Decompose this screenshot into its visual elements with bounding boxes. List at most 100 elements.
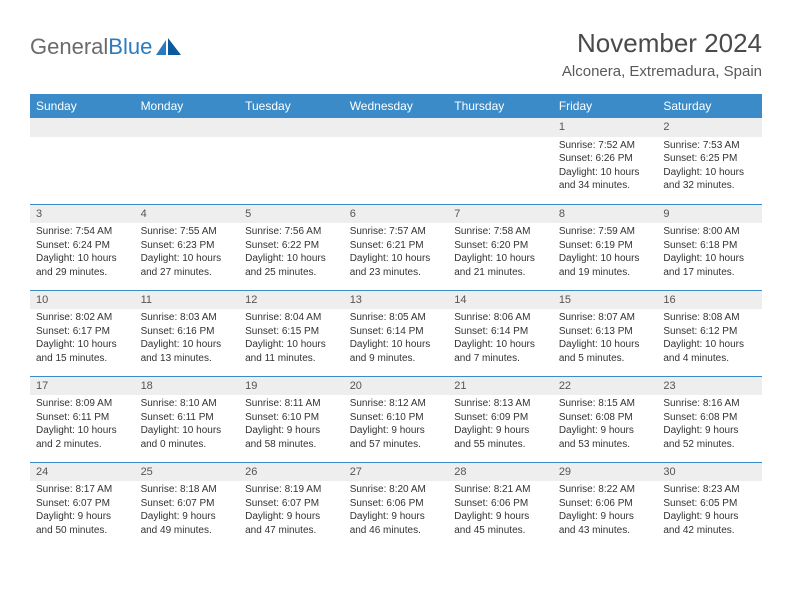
brand-sail-icon (156, 38, 182, 56)
day-number: 9 (657, 205, 762, 224)
sunrise-text: Sunrise: 8:16 AM (663, 397, 756, 411)
sunset-text: Sunset: 6:26 PM (559, 152, 652, 166)
day-details: Sunrise: 8:18 AMSunset: 6:07 PMDaylight:… (135, 481, 240, 541)
weekday-header: Saturday (657, 94, 762, 118)
calendar-day-cell (135, 118, 240, 204)
calendar-day-cell: 25Sunrise: 8:18 AMSunset: 6:07 PMDayligh… (135, 462, 240, 548)
daylight-text: Daylight: 10 hours and 25 minutes. (245, 252, 338, 279)
calendar-week-row: 17Sunrise: 8:09 AMSunset: 6:11 PMDayligh… (30, 376, 762, 462)
sunrise-text: Sunrise: 7:54 AM (36, 225, 129, 239)
calendar-day-cell (448, 118, 553, 204)
day-number: 24 (30, 463, 135, 482)
calendar-day-cell (344, 118, 449, 204)
sunrise-text: Sunrise: 8:05 AM (350, 311, 443, 325)
location-label: Alconera, Extremadura, Spain (562, 63, 762, 80)
day-number: 4 (135, 205, 240, 224)
day-details: Sunrise: 8:05 AMSunset: 6:14 PMDaylight:… (344, 309, 449, 369)
sunset-text: Sunset: 6:06 PM (454, 497, 547, 511)
calendar-day-cell: 3Sunrise: 7:54 AMSunset: 6:24 PMDaylight… (30, 204, 135, 290)
day-number (344, 118, 449, 137)
daylight-text: Daylight: 9 hours and 46 minutes. (350, 510, 443, 537)
calendar-week-row: 3Sunrise: 7:54 AMSunset: 6:24 PMDaylight… (30, 204, 762, 290)
day-number: 23 (657, 377, 762, 396)
sunrise-text: Sunrise: 8:20 AM (350, 483, 443, 497)
weekday-header: Tuesday (239, 94, 344, 118)
calendar-day-cell: 23Sunrise: 8:16 AMSunset: 6:08 PMDayligh… (657, 376, 762, 462)
calendar-day-cell: 16Sunrise: 8:08 AMSunset: 6:12 PMDayligh… (657, 290, 762, 376)
calendar-day-cell: 12Sunrise: 8:04 AMSunset: 6:15 PMDayligh… (239, 290, 344, 376)
daylight-text: Daylight: 10 hours and 17 minutes. (663, 252, 756, 279)
day-details: Sunrise: 7:56 AMSunset: 6:22 PMDaylight:… (239, 223, 344, 283)
sunset-text: Sunset: 6:10 PM (245, 411, 338, 425)
sunset-text: Sunset: 6:10 PM (350, 411, 443, 425)
sunset-text: Sunset: 6:06 PM (559, 497, 652, 511)
sunset-text: Sunset: 6:09 PM (454, 411, 547, 425)
daylight-text: Daylight: 10 hours and 27 minutes. (141, 252, 234, 279)
day-number: 26 (239, 463, 344, 482)
day-number: 21 (448, 377, 553, 396)
day-number (239, 118, 344, 137)
daylight-text: Daylight: 9 hours and 58 minutes. (245, 424, 338, 451)
day-details: Sunrise: 8:17 AMSunset: 6:07 PMDaylight:… (30, 481, 135, 541)
calendar-day-cell: 13Sunrise: 8:05 AMSunset: 6:14 PMDayligh… (344, 290, 449, 376)
day-details: Sunrise: 7:52 AMSunset: 6:26 PMDaylight:… (553, 137, 658, 197)
sunrise-text: Sunrise: 8:21 AM (454, 483, 547, 497)
daylight-text: Daylight: 9 hours and 43 minutes. (559, 510, 652, 537)
title-block: November 2024 Alconera, Extremadura, Spa… (562, 28, 762, 80)
calendar-day-cell: 29Sunrise: 8:22 AMSunset: 6:06 PMDayligh… (553, 462, 658, 548)
sunset-text: Sunset: 6:07 PM (245, 497, 338, 511)
page-header: GeneralBlue November 2024 Alconera, Extr… (30, 28, 762, 80)
sunrise-text: Sunrise: 7:57 AM (350, 225, 443, 239)
calendar-day-cell (30, 118, 135, 204)
sunrise-text: Sunrise: 7:52 AM (559, 139, 652, 153)
day-number: 29 (553, 463, 658, 482)
daylight-text: Daylight: 9 hours and 55 minutes. (454, 424, 547, 451)
sunrise-text: Sunrise: 8:07 AM (559, 311, 652, 325)
weekday-header: Monday (135, 94, 240, 118)
sunrise-text: Sunrise: 8:15 AM (559, 397, 652, 411)
sunrise-text: Sunrise: 7:59 AM (559, 225, 652, 239)
weekday-header: Sunday (30, 94, 135, 118)
calendar-day-cell: 6Sunrise: 7:57 AMSunset: 6:21 PMDaylight… (344, 204, 449, 290)
day-number: 15 (553, 291, 658, 310)
daylight-text: Daylight: 10 hours and 9 minutes. (350, 338, 443, 365)
day-number: 10 (30, 291, 135, 310)
daylight-text: Daylight: 9 hours and 52 minutes. (663, 424, 756, 451)
sunrise-text: Sunrise: 8:04 AM (245, 311, 338, 325)
day-details: Sunrise: 8:20 AMSunset: 6:06 PMDaylight:… (344, 481, 449, 541)
sunset-text: Sunset: 6:19 PM (559, 239, 652, 253)
sunrise-text: Sunrise: 8:22 AM (559, 483, 652, 497)
day-details: Sunrise: 7:57 AMSunset: 6:21 PMDaylight:… (344, 223, 449, 283)
day-number: 30 (657, 463, 762, 482)
day-number: 3 (30, 205, 135, 224)
daylight-text: Daylight: 9 hours and 42 minutes. (663, 510, 756, 537)
daylight-text: Daylight: 10 hours and 23 minutes. (350, 252, 443, 279)
calendar-day-cell: 14Sunrise: 8:06 AMSunset: 6:14 PMDayligh… (448, 290, 553, 376)
sunrise-text: Sunrise: 8:12 AM (350, 397, 443, 411)
sunrise-text: Sunrise: 8:06 AM (454, 311, 547, 325)
daylight-text: Daylight: 10 hours and 32 minutes. (663, 166, 756, 193)
weekday-header: Friday (553, 94, 658, 118)
sunrise-text: Sunrise: 8:18 AM (141, 483, 234, 497)
day-number: 14 (448, 291, 553, 310)
sunrise-text: Sunrise: 8:00 AM (663, 225, 756, 239)
sunset-text: Sunset: 6:14 PM (350, 325, 443, 339)
sunrise-text: Sunrise: 8:23 AM (663, 483, 756, 497)
calendar-day-cell: 20Sunrise: 8:12 AMSunset: 6:10 PMDayligh… (344, 376, 449, 462)
sunrise-text: Sunrise: 8:10 AM (141, 397, 234, 411)
calendar-day-cell: 4Sunrise: 7:55 AMSunset: 6:23 PMDaylight… (135, 204, 240, 290)
calendar-day-cell: 27Sunrise: 8:20 AMSunset: 6:06 PMDayligh… (344, 462, 449, 548)
sunrise-text: Sunrise: 8:11 AM (245, 397, 338, 411)
calendar-day-cell: 21Sunrise: 8:13 AMSunset: 6:09 PMDayligh… (448, 376, 553, 462)
day-number: 12 (239, 291, 344, 310)
sunset-text: Sunset: 6:07 PM (141, 497, 234, 511)
calendar-day-cell: 22Sunrise: 8:15 AMSunset: 6:08 PMDayligh… (553, 376, 658, 462)
day-details: Sunrise: 8:21 AMSunset: 6:06 PMDaylight:… (448, 481, 553, 541)
day-details: Sunrise: 8:22 AMSunset: 6:06 PMDaylight:… (553, 481, 658, 541)
daylight-text: Daylight: 10 hours and 4 minutes. (663, 338, 756, 365)
calendar-day-cell: 15Sunrise: 8:07 AMSunset: 6:13 PMDayligh… (553, 290, 658, 376)
day-details: Sunrise: 8:04 AMSunset: 6:15 PMDaylight:… (239, 309, 344, 369)
day-details: Sunrise: 8:13 AMSunset: 6:09 PMDaylight:… (448, 395, 553, 455)
day-details: Sunrise: 8:12 AMSunset: 6:10 PMDaylight:… (344, 395, 449, 455)
sunrise-text: Sunrise: 8:03 AM (141, 311, 234, 325)
